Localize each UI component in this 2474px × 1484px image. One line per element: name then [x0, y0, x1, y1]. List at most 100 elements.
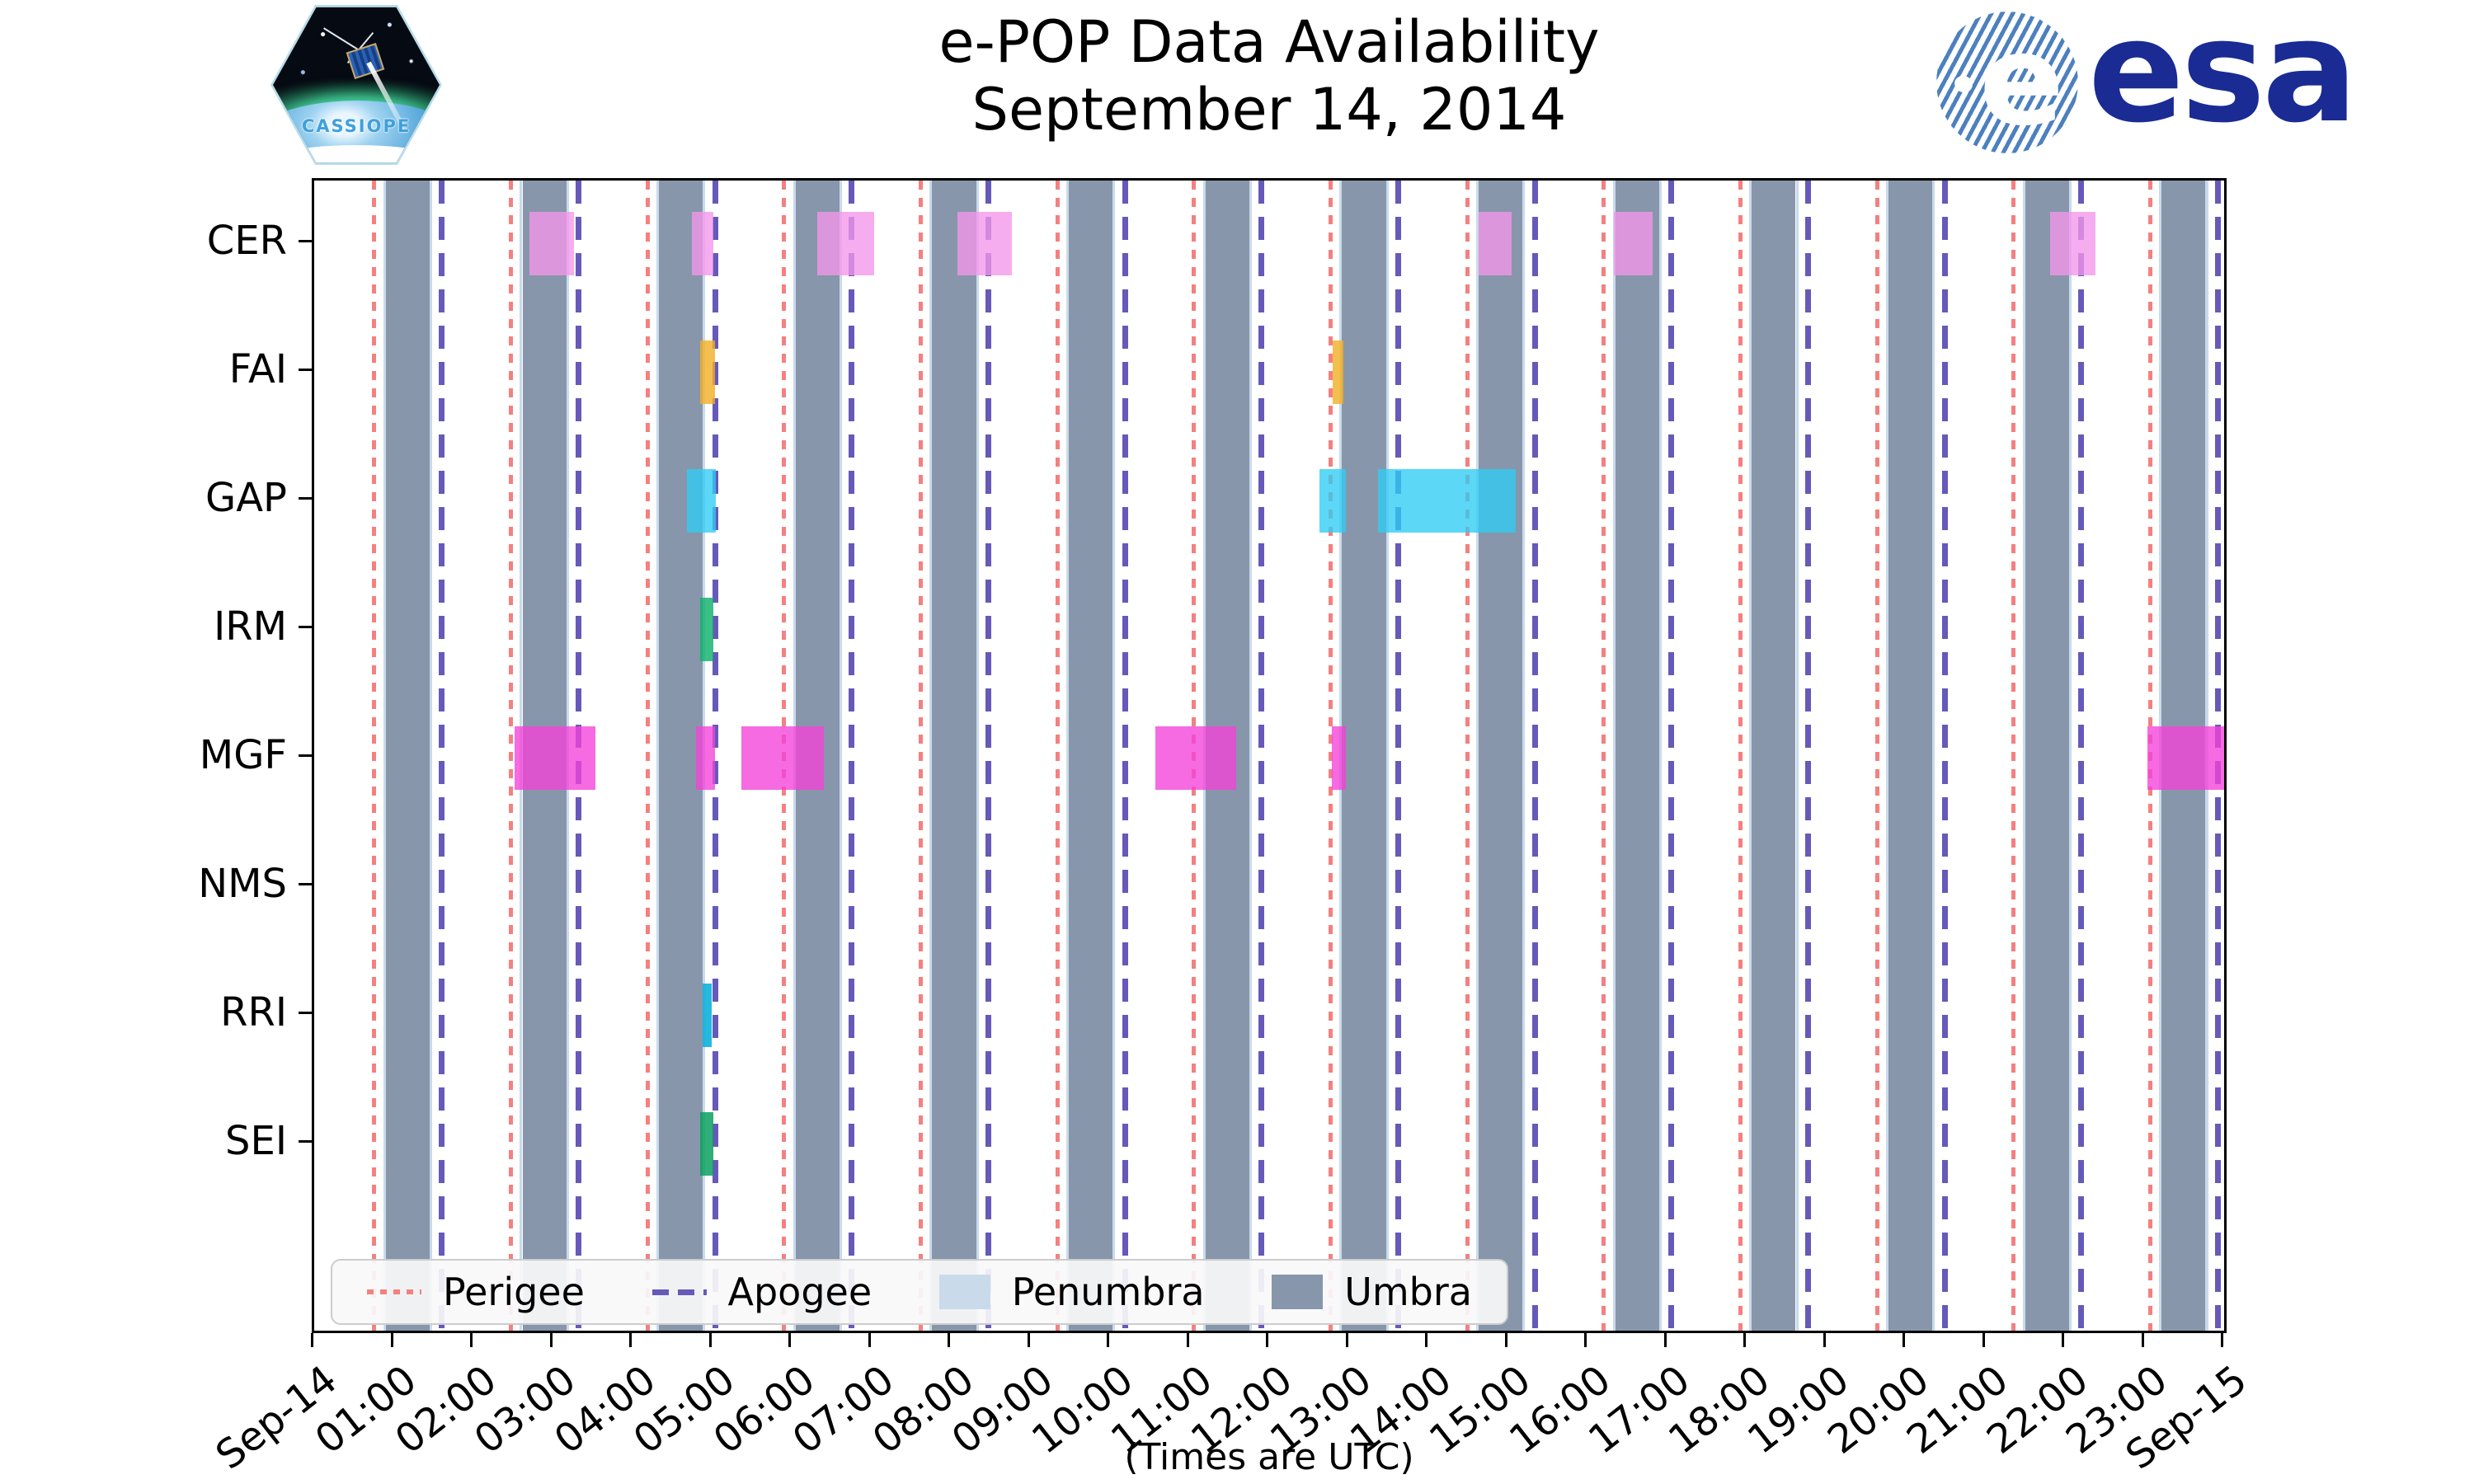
availability-bar-cer [529, 211, 575, 275]
legend-label: Apogee [727, 1270, 872, 1314]
legend-swatch-umbra-icon [1272, 1275, 1324, 1309]
y-tick-label: GAP [205, 475, 287, 521]
x-tick [1743, 1333, 1746, 1347]
apogee-line [1804, 181, 1811, 1331]
perigee-line [919, 181, 923, 1331]
perigee-line [1602, 181, 1606, 1331]
y-tick [299, 1140, 312, 1143]
page-subtitle: September 14, 2014 [971, 76, 1567, 143]
perigee-line [1738, 181, 1743, 1331]
umbra-band [1342, 181, 1386, 1331]
umbra-band [1615, 181, 1659, 1331]
perigee-line [1465, 181, 1470, 1331]
availability-bar-gap [686, 468, 717, 533]
legend-swatch-penumbra-icon [938, 1275, 990, 1309]
x-tick [2221, 1333, 2223, 1347]
legend: Perigee Apogee Penumbra Umbra [331, 1259, 1508, 1325]
legend-item: Penumbra [938, 1270, 1205, 1314]
perigee-line [2011, 181, 2016, 1331]
apogee-line [439, 181, 445, 1331]
swoosh-shape [273, 144, 440, 163]
penumbra-strip [1885, 181, 1889, 1331]
availability-bar-cer [2074, 211, 2095, 275]
availability-bar-fai [1333, 340, 1344, 404]
chart-title-block: e-POP Data Availability September 14, 20… [312, 8, 2227, 143]
umbra-band [932, 181, 976, 1331]
availability-bar-cer [957, 211, 965, 275]
legend-item: Umbra [1272, 1270, 1472, 1314]
apogee-line [1258, 181, 1265, 1331]
availability-bar-rri [703, 983, 713, 1047]
penumbra-strip [1749, 181, 1752, 1331]
penumbra-strip [1475, 181, 1479, 1331]
x-tick [1663, 1333, 1667, 1347]
y-tick-label: SEI [225, 1118, 287, 1164]
y-tick-label: CER [206, 218, 287, 264]
legend-swatch-perigee-icon [367, 1289, 421, 1294]
x-tick [1584, 1333, 1587, 1347]
y-tick-label: RRI [220, 989, 287, 1036]
y-tick [299, 626, 312, 628]
availability-bar-cer [964, 211, 1012, 275]
y-tick [299, 240, 312, 242]
legend-item: Perigee [367, 1270, 585, 1314]
availability-bar-fai [700, 340, 715, 404]
penumbra-strip [1112, 181, 1116, 1331]
apogee-line [1531, 181, 1538, 1331]
availability-bar-gap [1319, 468, 1347, 533]
umbra-band [2025, 181, 2069, 1331]
y-tick-label: NMS [198, 861, 287, 907]
y-tick [299, 369, 312, 371]
umbra-band [1752, 181, 1796, 1331]
perigee-line [372, 181, 377, 1331]
x-tick [1903, 1333, 1905, 1347]
umbra-band [1069, 181, 1113, 1331]
penumbra-strip [1065, 181, 1070, 1331]
x-tick [1504, 1333, 1507, 1347]
availability-bar-cer [823, 211, 874, 275]
penumbra-strip [2022, 181, 2025, 1331]
x-tick [1266, 1333, 1268, 1347]
legend-label: Perigee [443, 1270, 585, 1314]
x-tick [470, 1333, 473, 1347]
x-tick [629, 1333, 632, 1347]
plot-canvas [314, 181, 2224, 1331]
esa-e-icon: e [1979, 12, 2065, 153]
legend-label: Penumbra [1011, 1270, 1205, 1314]
perigee-line [509, 181, 514, 1331]
apogee-line [1668, 181, 1675, 1331]
y-tick-label: IRM [214, 603, 287, 650]
penumbra-strip [839, 181, 843, 1331]
perigee-line [1328, 181, 1333, 1331]
x-tick [549, 1333, 553, 1347]
perigee-line [645, 181, 650, 1331]
penumbra-strip [929, 181, 933, 1331]
legend-item: Apogee [651, 1270, 872, 1314]
availability-bar-gap [1377, 468, 1517, 533]
y-tick-label: MGF [199, 732, 287, 778]
x-tick [1345, 1333, 1348, 1347]
availability-bar-cer [816, 211, 824, 275]
x-tick [1425, 1333, 1427, 1347]
penumbra-strip [1522, 181, 1526, 1331]
umbra-band [659, 181, 703, 1331]
y-tick [299, 754, 312, 757]
availability-bar-mgf [741, 726, 824, 790]
x-tick [311, 1333, 313, 1347]
esa-logo: e esa [1936, 0, 2358, 164]
penumbra-strip [1932, 181, 1935, 1331]
penumbra-strip [1658, 181, 1663, 1331]
apogee-line [849, 181, 855, 1331]
page-title: e-POP Data Availability [938, 8, 1600, 76]
esa-emblem-icon: e [1936, 12, 2078, 153]
legend-label: Umbra [1344, 1270, 1472, 1314]
penumbra-strip [1249, 181, 1253, 1331]
penumbra-strip [1612, 181, 1616, 1331]
cassiope-label: CASSIOPE [301, 116, 412, 137]
availability-bar-cer [700, 211, 714, 275]
availability-bar-mgf [514, 726, 595, 790]
y-tick [299, 883, 312, 885]
x-axis-note: (Times are UTC) [1124, 1436, 1414, 1478]
umbra-band [1479, 181, 1523, 1331]
y-tick-label: FAI [228, 346, 287, 392]
